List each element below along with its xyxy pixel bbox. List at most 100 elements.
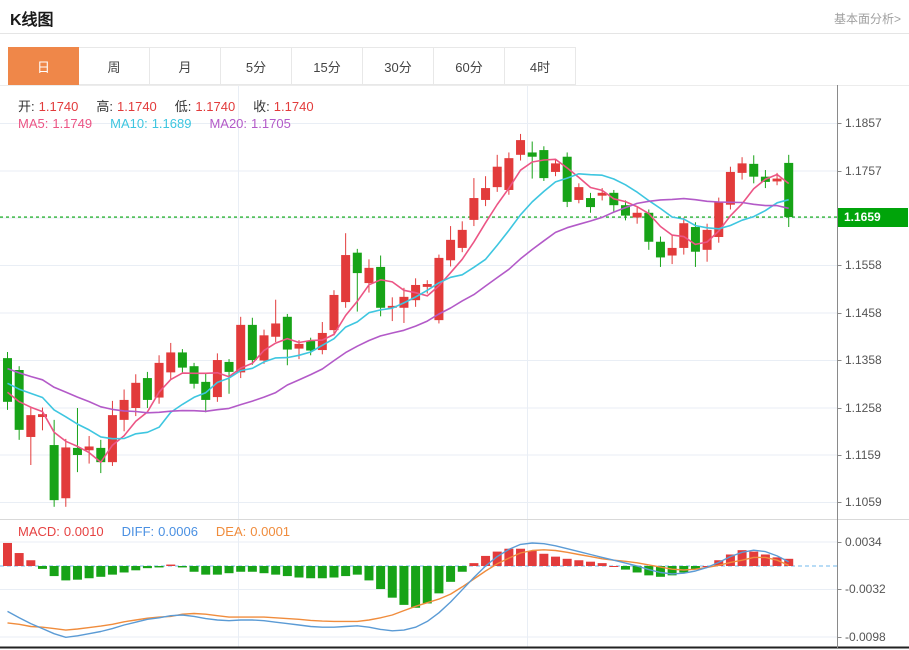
candle-body	[784, 162, 794, 218]
macd-bar	[201, 566, 211, 575]
macd-bar	[539, 553, 549, 566]
macd-bar	[551, 556, 561, 566]
macd-bar	[259, 566, 269, 574]
main-axis-tick: 1.1857	[845, 116, 882, 130]
macd-bar	[224, 566, 234, 574]
main-axis-tick: 1.1458	[845, 306, 882, 320]
macd-bar	[26, 560, 36, 566]
legend-item: MA5: 1.1749	[18, 116, 93, 131]
candle-body	[364, 267, 374, 284]
macd-bar	[609, 566, 619, 567]
macd-bar	[282, 566, 292, 577]
macd-bar	[352, 566, 362, 575]
candle-body	[714, 202, 724, 237]
macd-bar	[364, 566, 374, 581]
candle-body	[84, 446, 94, 451]
candle-body	[527, 152, 537, 157]
candle-body	[177, 352, 187, 368]
legend-item: 低: 1.1740	[174, 99, 236, 114]
macd-bar	[212, 566, 222, 575]
candle-body	[142, 378, 152, 400]
macd-bar	[749, 551, 759, 566]
main-axis-tick: 1.1059	[845, 495, 882, 509]
macd-bar	[271, 566, 281, 575]
macd-bar	[690, 566, 700, 570]
tab-周[interactable]: 周	[79, 47, 150, 85]
macd-bar	[189, 566, 199, 572]
tab-4时[interactable]: 4时	[505, 47, 576, 85]
candle-body	[504, 158, 514, 190]
candle-body	[247, 324, 257, 361]
macd-axis-tick: 0.0034	[845, 535, 882, 549]
macd-bar	[632, 566, 642, 573]
macd-bar	[387, 566, 397, 598]
tab-日[interactable]: 日	[8, 47, 79, 85]
tab-月[interactable]: 月	[150, 47, 221, 85]
macd-bar	[84, 566, 94, 579]
candle-body	[282, 316, 292, 350]
macd-bar	[481, 555, 491, 566]
legend-item: 收: 1.1740	[253, 99, 314, 114]
page-title: K线图	[10, 12, 54, 29]
macd-bar	[784, 558, 794, 566]
candle-body	[620, 205, 630, 216]
candle-body	[119, 399, 129, 420]
fundamental-analysis-link[interactable]: 基本面分析>	[833, 12, 901, 26]
macd-bar	[655, 566, 665, 577]
macd-bar	[177, 566, 187, 568]
macd-bar	[317, 566, 327, 579]
macd-bar	[119, 566, 129, 573]
candle-body	[586, 198, 595, 208]
main-axis-tick: 1.1258	[845, 401, 882, 415]
candle-body	[271, 323, 281, 337]
macd-bar	[574, 560, 584, 566]
candle-body	[387, 305, 397, 308]
candle-body	[597, 192, 607, 196]
candle-body	[61, 447, 71, 499]
candle-body	[96, 447, 106, 463]
macd-bar	[586, 561, 595, 566]
macd-bar	[37, 566, 47, 569]
candle-body	[14, 370, 24, 430]
candle-body	[37, 414, 47, 418]
candle-body	[329, 294, 339, 331]
macd-bar	[294, 566, 304, 578]
ma10-line	[7, 173, 789, 440]
macd-bar	[702, 566, 712, 567]
macd-bar	[341, 566, 351, 577]
macd-bar	[131, 566, 141, 571]
macd-bar	[142, 566, 152, 569]
macd-bar	[411, 566, 421, 608]
header-divider	[0, 33, 909, 34]
macd-bar	[457, 566, 467, 572]
candle-body	[212, 360, 222, 398]
main-axis-tick: 1.1558	[845, 258, 882, 272]
legend-item: MA20: 1.1705	[209, 116, 291, 131]
tab-30分[interactable]: 30分	[363, 47, 434, 85]
candle-body	[469, 198, 479, 220]
period-tabbar: 日周月 5分 15分 30分 60分 4时	[8, 47, 576, 85]
candle-body	[189, 366, 199, 384]
tab-5分[interactable]: 5分	[221, 47, 292, 85]
candle-body	[574, 187, 584, 200]
macd-bar	[422, 566, 432, 604]
candle-body	[644, 212, 654, 242]
candle-body	[26, 415, 36, 437]
macd-bar	[399, 566, 409, 605]
candle-body	[352, 252, 362, 274]
macd-bar	[306, 566, 316, 579]
tab-15分[interactable]: 15分	[292, 47, 363, 85]
candle-body	[434, 257, 444, 321]
macd-bar	[14, 553, 24, 566]
macd-bar	[737, 550, 747, 566]
macd-axis-tick: -0.0098	[845, 630, 886, 644]
candle-body	[224, 361, 234, 372]
candle-body	[632, 212, 642, 218]
macd-bar	[376, 566, 386, 590]
macd-bar	[236, 566, 246, 572]
tab-60分[interactable]: 60分	[434, 47, 505, 85]
macd-bar	[49, 566, 59, 577]
macd-axis-tick: -0.0032	[845, 582, 886, 596]
